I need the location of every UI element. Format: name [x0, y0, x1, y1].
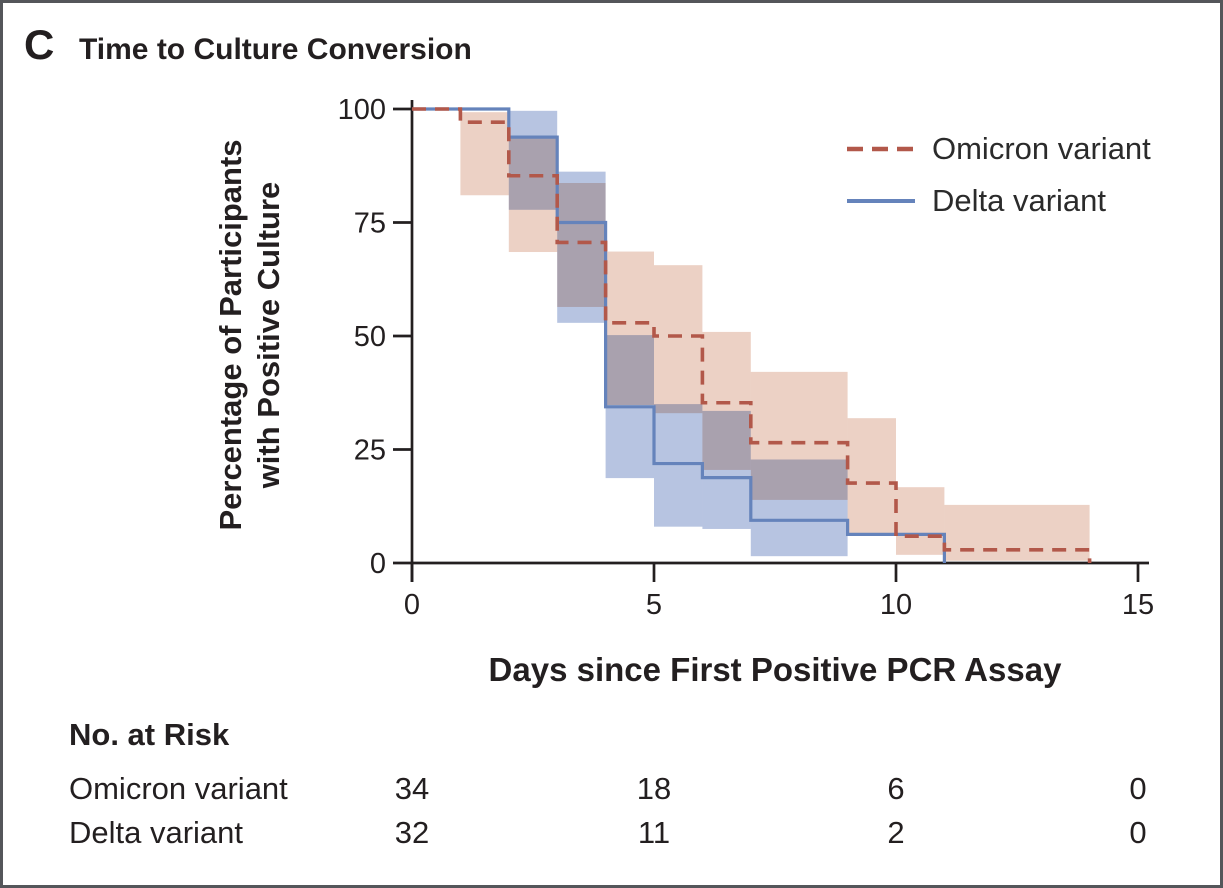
- omicron-ci-band: [460, 112, 509, 196]
- delta-ci-band: [654, 404, 703, 527]
- risk-value: 32: [394, 815, 430, 850]
- curves: [412, 107, 1092, 563]
- legend-item-delta: Delta variant: [846, 175, 1151, 227]
- risk-table-row-delta: Delta variant 32 11 2 0: [3, 815, 1220, 855]
- delta-curve: [412, 107, 946, 563]
- omicron-ci-band: [847, 418, 896, 534]
- risk-table-row-omicron: Omicron variant 34 18 6 0: [3, 771, 1220, 811]
- risk-value: 0: [1129, 815, 1147, 850]
- tick-labels: 0 25 50 75 100 0 5 10 15: [338, 94, 1155, 621]
- risk-row-label: Delta variant: [69, 815, 244, 850]
- panel-letter: C: [24, 21, 55, 68]
- delta-ci-band: [557, 171, 606, 323]
- y-axis-title-line1: Percentage of Participants: [213, 139, 249, 531]
- delta-ci-band: [702, 410, 751, 529]
- y-axis-title: Percentage of Participants with Positive…: [212, 139, 288, 530]
- y-tick-label: 25: [354, 435, 386, 467]
- panel-title: Time to Culture Conversion: [79, 33, 472, 66]
- risk-value: 0: [1129, 771, 1147, 806]
- y-axis-title-line2: with Positive Culture: [251, 181, 286, 489]
- risk-value: 34: [394, 771, 430, 806]
- x-tick-label: 0: [404, 589, 420, 621]
- risk-table-header: No. at Risk: [69, 717, 230, 752]
- x-axis-title: Days since First Positive PCR Assay: [488, 651, 1062, 688]
- omicron-ci-band: [896, 487, 945, 555]
- y-tick-label: 0: [370, 548, 386, 580]
- delta-ci-band: [750, 459, 848, 557]
- km-plot: 0 25 50 75 100 0 5 10 15: [338, 94, 1155, 621]
- x-tick-label: 10: [880, 589, 912, 621]
- omicron-ci-band: [654, 265, 703, 414]
- legend-label-omicron: Omicron variant: [932, 131, 1151, 166]
- legend: Omicron variant Delta variant: [846, 123, 1151, 227]
- ci-bands: [460, 110, 1090, 561]
- y-tick-label: 75: [354, 208, 386, 240]
- delta-ci-band: [508, 110, 558, 210]
- x-tick-label: 5: [646, 589, 662, 621]
- delta-solid-line-icon: [847, 199, 915, 203]
- risk-value: 18: [636, 771, 672, 806]
- legend-item-omicron: Omicron variant: [846, 123, 1151, 175]
- omicron-ci-band: [944, 504, 1090, 561]
- omicron-dashed-line-icon: [847, 146, 915, 152]
- omicron-curve: [412, 107, 1092, 563]
- risk-value: 11: [637, 815, 671, 850]
- axes: [393, 100, 1149, 582]
- risk-value: 2: [887, 815, 905, 850]
- risk-value: 6: [887, 771, 905, 806]
- legend-label-delta: Delta variant: [932, 183, 1107, 218]
- y-tick-label: 100: [338, 94, 386, 126]
- x-tick-label: 15: [1122, 589, 1154, 621]
- risk-row-label: Omicron variant: [69, 771, 288, 806]
- y-tick-label: 50: [354, 321, 386, 353]
